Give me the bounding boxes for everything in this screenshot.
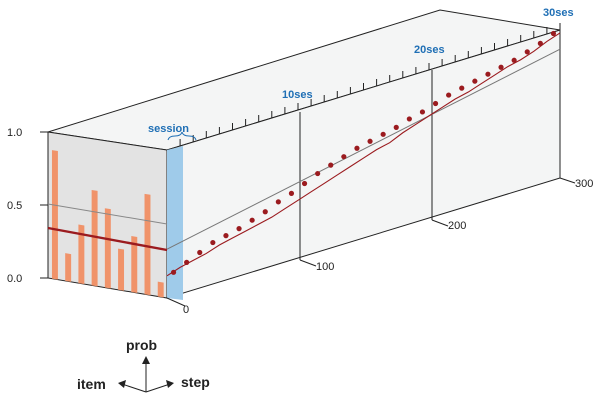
session-point <box>485 71 491 77</box>
session-point <box>419 109 426 115</box>
top-edge-ticks <box>179 23 561 146</box>
step-tick-300 <box>559 177 576 184</box>
session-band <box>167 146 183 300</box>
left-face-bar <box>91 189 98 287</box>
session-point <box>328 162 334 168</box>
session-point <box>524 49 530 55</box>
session-point <box>275 199 281 205</box>
axis-item-label: item <box>77 376 106 392</box>
session-point <box>472 78 478 84</box>
session-brace <box>167 131 197 141</box>
session-point <box>537 40 543 47</box>
session-points <box>170 30 557 275</box>
session-point <box>367 138 373 144</box>
left-face-bar <box>104 208 111 289</box>
left-face-mean-line <box>47 226 168 252</box>
axis-step-label: step <box>181 374 210 390</box>
left-face-bar <box>118 248 125 291</box>
y-label-1: 1.0 <box>7 127 22 139</box>
ses30-label: 30ses <box>543 7 574 19</box>
session-point <box>315 170 321 177</box>
left-face-bar <box>157 281 164 298</box>
session-point <box>223 233 229 239</box>
left-face-bar <box>131 235 138 293</box>
session-point <box>249 217 255 223</box>
session-point <box>459 85 465 91</box>
step-tick-100 <box>299 259 317 267</box>
left-face-bar <box>51 150 58 280</box>
session-point <box>354 145 360 151</box>
session-label: session <box>148 123 189 135</box>
session-point <box>498 64 504 70</box>
ses10-label: 10ses <box>282 89 313 101</box>
step-label-0: 0 <box>183 304 189 316</box>
session-point <box>341 154 347 160</box>
y-label-05: 0.5 <box>7 200 22 212</box>
session-point <box>550 30 557 37</box>
session-point <box>432 100 439 107</box>
orientation-axes <box>118 356 174 393</box>
session-point <box>210 239 216 246</box>
left-face-bar <box>65 253 72 282</box>
step-tick-0 <box>166 297 186 307</box>
session-point <box>406 116 412 122</box>
ses20-label: 20ses <box>414 44 445 56</box>
step-tick-200 <box>431 219 449 227</box>
left-face-bars <box>51 150 164 298</box>
left-face-bar <box>78 224 85 285</box>
left-face-bar <box>144 193 151 296</box>
step-label-300: 300 <box>575 178 593 190</box>
session-point <box>446 92 452 98</box>
session-point <box>288 190 295 196</box>
session-point <box>184 259 190 265</box>
session-point <box>170 269 177 275</box>
y-label-0: 0.0 <box>7 273 22 285</box>
session-point <box>301 180 308 187</box>
step-label-200: 200 <box>448 220 466 232</box>
trend-line <box>166 48 561 250</box>
session-point <box>236 226 242 232</box>
left-face-half-line <box>47 203 168 225</box>
step-label-100: 100 <box>316 261 334 273</box>
step-curve <box>166 32 561 277</box>
session-point <box>380 131 386 137</box>
axis-prob-label: prob <box>126 337 157 353</box>
session-point <box>393 124 399 130</box>
session-point <box>197 249 203 256</box>
session-point <box>262 209 268 215</box>
session-point <box>511 57 517 63</box>
